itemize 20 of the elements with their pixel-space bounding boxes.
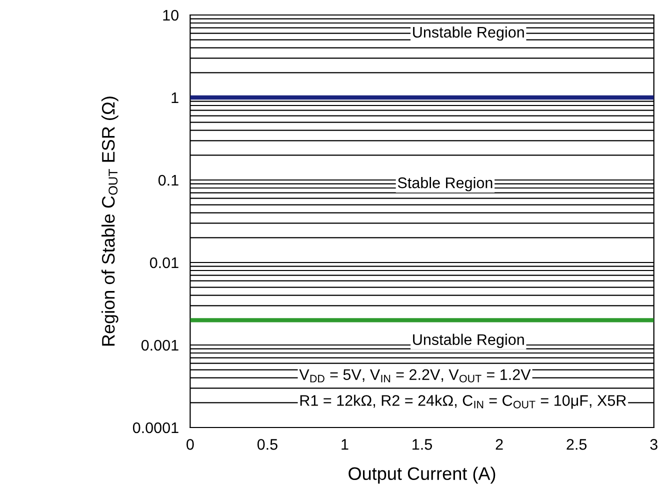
y-tick-label: 0.1 [158,174,178,186]
annotation: Unstable Region [413,334,524,348]
x-tick-label: 0 [186,439,194,450]
y-axis-title: Region of Stable C$_{OUT}$ ESR (Ω) [101,96,118,346]
annotation: Unstable Region [413,26,524,41]
x-tick-label: 2.5 [566,439,587,450]
annotation: Stable Region [398,177,492,192]
annotation: R1 = 12kΩ, R2 = 24kΩ, C$_{IN}$ = C$_{OUT}$ = 10μF, X5R [300,394,626,409]
y-tick-label: 1 [172,92,178,104]
x-tick-label: 1.5 [412,439,432,450]
y-tick-label: 0.0001 [132,422,178,434]
annotation: V$_{DD}$ = 5V, V$_{IN}$ = 2.2V, V$_{OUT}$ = 1.2V [299,369,531,382]
x-tick-label: 2 [496,439,503,450]
x-axis-title: Output Current (A) [348,466,496,484]
x-tick-label: 0.5 [257,439,278,450]
x-tick-label: 3 [650,439,658,450]
y-tick-label: 10 [163,10,178,21]
y-tick-label: 0.01 [150,257,178,268]
x-tick-label: 1 [342,439,348,450]
y-tick-label: 0.001 [141,340,178,351]
